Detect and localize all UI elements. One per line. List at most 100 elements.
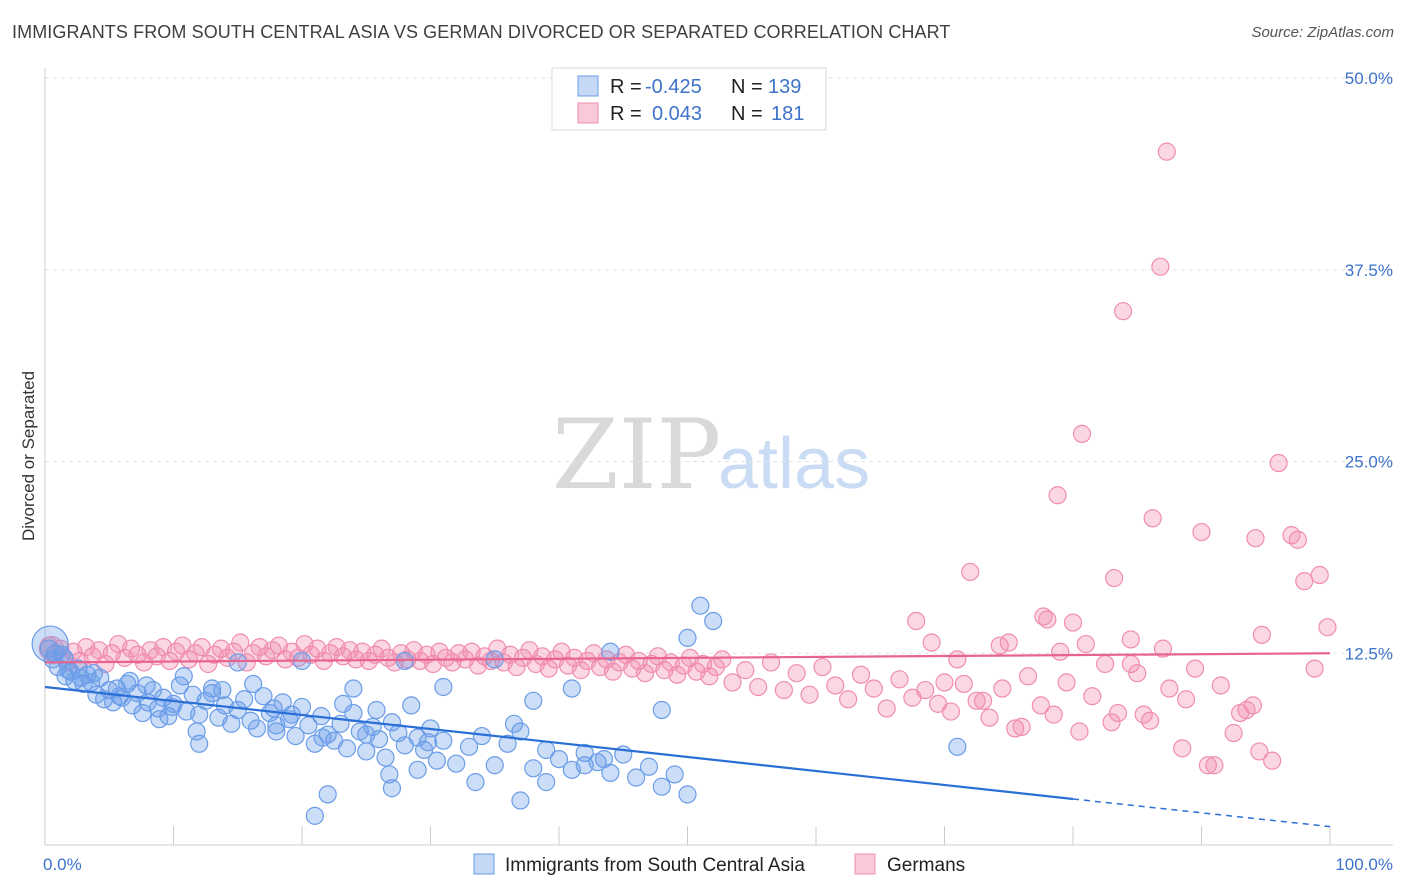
south-central-asia-point-127 [264, 699, 283, 718]
germans-point-179 [1157, 142, 1176, 161]
legend-r-label-pink: R = [610, 103, 642, 125]
south-central-asia-point-108 [202, 684, 222, 703]
germans-point-25 [199, 654, 218, 674]
germans-point-130 [1031, 696, 1050, 715]
germans-point-88 [603, 662, 623, 681]
germans-point-163 [922, 633, 941, 652]
south-central-asia-point-124 [187, 722, 206, 741]
south-central-asia-point-102 [305, 806, 324, 825]
south-central-asia-point-64 [402, 696, 421, 715]
germans-point-118 [877, 699, 896, 718]
germans-point-52 [372, 639, 391, 658]
watermark-zip: ZIP [552, 399, 721, 511]
germans-point-78 [539, 659, 558, 678]
south-central-asia-point-95 [562, 679, 581, 698]
germans-point-139 [1173, 739, 1192, 758]
trend-lines [44, 652, 1331, 828]
germans-point-125 [967, 691, 986, 710]
legend-r-label-blue: R = [610, 76, 642, 98]
germans-point-135 [1108, 703, 1128, 723]
south-central-asia-point-86 [652, 777, 671, 796]
south-central-asia-point-44 [273, 693, 292, 712]
south-central-asia-point-89 [691, 596, 710, 615]
south-central-asia-point-28 [170, 676, 190, 695]
south-central-asia-point-43 [267, 722, 286, 741]
south-central-asia-point-54 [337, 739, 357, 758]
correlation-legend: R = -0.425 N = 139 R = 0.043 N = 181 [551, 67, 827, 131]
germans-point-182 [1072, 424, 1092, 443]
y-tick-label-1: 25.0% [1345, 453, 1393, 472]
legend-r-value-pink: 0.043 [652, 103, 702, 125]
south-central-asia-point-70 [447, 754, 466, 773]
south-central-asia-point-120 [137, 676, 156, 695]
germans-point-173 [948, 650, 967, 669]
germans-point-184 [1105, 568, 1124, 588]
germans-point-175 [1076, 634, 1095, 654]
south-central-asia-point-90 [704, 611, 723, 631]
germans-point-158 [1063, 613, 1083, 632]
germans-point-145 [1250, 742, 1269, 761]
germans-point-123 [941, 702, 961, 721]
legend-r-value-blue: -0.425 [645, 76, 702, 98]
y-tick-label-2: 37.5% [1345, 261, 1393, 280]
series-legend-swatch-pink [854, 853, 876, 875]
south-central-asia-point-73 [485, 756, 504, 775]
germans-point-113 [813, 657, 832, 677]
south-central-asia-point-85 [639, 757, 659, 776]
germans-point-166 [990, 636, 1009, 655]
germans-point-134 [1083, 687, 1102, 706]
south-central-asia-point-98 [524, 691, 543, 710]
series-legend-label-pink: Germans [887, 855, 965, 876]
south-central-asia-point-78 [549, 749, 569, 769]
south-central-asia-point-134 [466, 773, 485, 792]
series-legend-label-blue: Immigrants from South Central Asia [505, 855, 805, 876]
south-central-asia-point-38 [235, 690, 254, 709]
south-central-asia-point-60 [376, 748, 395, 767]
germans-point-186 [1143, 509, 1162, 528]
axes [44, 68, 1393, 846]
south-central-asia-point-100 [318, 785, 337, 804]
south-central-asia-point-87 [665, 765, 684, 784]
germans-point-126 [980, 708, 999, 727]
germans-point-111 [787, 664, 806, 683]
south-central-asia-point-110 [357, 725, 376, 744]
south-central-asia-point-136 [594, 749, 614, 769]
germans-point-107 [736, 661, 755, 680]
germans-point-152 [1318, 618, 1337, 637]
germans-point-35 [263, 641, 282, 660]
south-central-asia-point-41 [254, 687, 273, 706]
germans-point-121 [916, 680, 935, 700]
south-central-asia-point-125 [213, 680, 232, 700]
germans-point-138 [1160, 679, 1179, 698]
germans-point-174 [1051, 642, 1070, 661]
watermark-atlas: atlas [718, 424, 870, 504]
blue-trend-line [44, 685, 1074, 801]
south-central-asia-point-46 [286, 726, 305, 746]
germans-point-161 [1140, 711, 1160, 730]
germans-point-172 [1243, 696, 1263, 715]
south-central-asia-point-126 [244, 674, 263, 694]
south-central-asia-point-130 [334, 694, 353, 713]
south-central-asia-point-99 [382, 779, 402, 798]
south-central-asia-point-76 [524, 759, 543, 778]
south-central-asia-point-123 [174, 667, 193, 686]
south-central-asia-point-117 [84, 664, 103, 683]
south-central-asia-point-71 [459, 737, 479, 756]
y-tick-label-0: 12.5% [1345, 644, 1393, 663]
series-legend-swatch-blue [473, 853, 495, 875]
germans-point-178 [1305, 659, 1324, 678]
series-legend: Immigrants from South Central Asia Germa… [473, 853, 965, 876]
germans-point-168 [1176, 690, 1196, 709]
germans-point-103 [700, 667, 719, 686]
south-central-asia-point-96 [434, 677, 453, 697]
germans-point-187 [1246, 529, 1265, 548]
legend-swatch-blue [577, 75, 599, 97]
legend-swatch-pink [577, 102, 599, 124]
germans-point-108 [749, 677, 768, 697]
south-central-asia-point-132 [380, 765, 399, 784]
germans-points [38, 142, 1337, 775]
germans-point-176 [1102, 713, 1121, 732]
south-central-asia-point-40 [247, 719, 267, 738]
south-central-asia-point-61 [382, 713, 402, 732]
